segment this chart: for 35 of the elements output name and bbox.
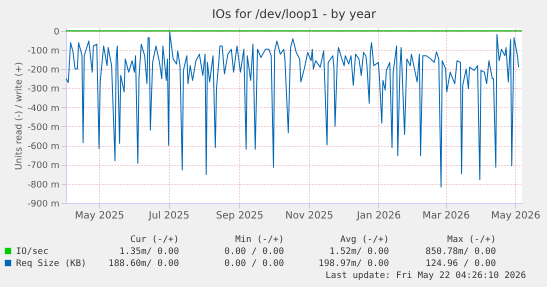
text: 1.52m/ 0.00	[329, 247, 389, 257]
text: 0.00 / 0.00	[224, 247, 284, 257]
line-series	[66, 32, 520, 188]
y-tick-label: -600 m	[27, 142, 60, 152]
text: 188.60m/ 0.00	[108, 259, 179, 269]
text: 124.96 / 0.00	[426, 259, 496, 269]
text: 198.97m/ 0.00	[318, 259, 389, 269]
y-tick-label: -300 m	[27, 84, 60, 95]
x-tick-label: Jan 2026	[356, 210, 401, 222]
text: Max (-/+)	[447, 235, 496, 245]
x-tick-label: May 2025	[74, 210, 124, 222]
text: 1.35m/ 0.00	[119, 247, 179, 257]
x-tick-label: Sep 2025	[216, 210, 264, 222]
y-tick-label: -800 m	[27, 180, 60, 190]
y-axis-title: Units read (-) / write (+)	[14, 62, 24, 170]
y-tick-label: -700 m	[27, 161, 60, 172]
x-tick-label: May 2026	[491, 210, 540, 222]
y-tick-label: -500 m	[27, 122, 60, 133]
y-tick-label: -200 m	[27, 66, 60, 76]
text: Last update: Fri May 22 04:26:10 2026	[326, 271, 526, 281]
text: Min (-/+)	[235, 235, 284, 245]
x-tick-label: Nov 2025	[285, 210, 334, 222]
legend-label: Req Size (KB)	[16, 259, 86, 269]
text: 850.78m/ 0.00	[426, 247, 496, 257]
y-tick-label: -100 m	[27, 46, 60, 56]
text: Avg (-/+)	[340, 235, 389, 245]
y-tick-label: 0	[54, 27, 60, 38]
chart-title: IOs for /dev/loop1 - by year	[212, 6, 376, 21]
text: 0.00 / 0.00	[224, 259, 284, 269]
y-tick-label: -900 m	[27, 200, 60, 210]
x-tick-label: Mar 2026	[422, 210, 470, 222]
legend-label: IO/sec	[16, 247, 49, 257]
y-tick-label: -400 m	[27, 104, 60, 114]
text: Cur (-/+)	[130, 235, 179, 245]
x-tick-label: Jul 2025	[148, 210, 190, 222]
